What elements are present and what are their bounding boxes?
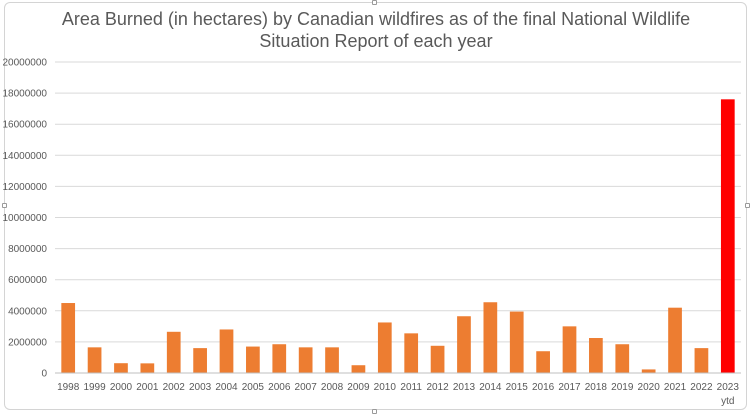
x-tick-label: 1998	[57, 382, 80, 393]
x-tick-label: 2020	[638, 382, 661, 393]
x-tick-label: 2014	[479, 382, 502, 393]
y-tick-label: 20000000	[3, 58, 48, 69]
bar-2013	[457, 316, 471, 373]
x-tick-label: 2013	[453, 382, 476, 393]
y-tick-label: 6000000	[8, 275, 47, 286]
y-tick-label: 16000000	[3, 120, 48, 131]
resize-handle-bottom[interactable]	[372, 409, 377, 414]
bar-2016	[536, 351, 550, 373]
x-axis-ticks: 1998 1999 2000 2001 2002 2003 2004 2005 2006 2007…	[57, 382, 739, 407]
bar-2012	[430, 345, 445, 373]
bar-2004	[219, 329, 234, 373]
x-tick-label: 2005	[242, 382, 265, 393]
x-tick-sublabel: ytd	[721, 396, 734, 407]
x-tick-label: 2006	[268, 382, 291, 393]
x-tick-label: 2017	[558, 382, 581, 393]
x-tick-label: 2004	[215, 382, 238, 393]
bar-2006	[272, 344, 287, 373]
y-tick-label: 10000000	[3, 213, 48, 224]
x-tick-label: 2019	[611, 382, 634, 393]
y-tick-label: 8000000	[8, 244, 47, 255]
x-tick-label: 2009	[347, 382, 370, 393]
bar-2019	[615, 344, 630, 373]
x-tick-label: 2021	[664, 382, 687, 393]
resize-handle-top[interactable]	[372, 0, 377, 5]
x-tick-label: 2011	[400, 382, 422, 393]
bar-2021	[668, 307, 682, 373]
x-tick-label: 2010	[374, 382, 397, 393]
resize-handle-right[interactable]	[745, 203, 750, 208]
x-tick-label: 2015	[506, 382, 529, 393]
x-tick-label: 2007	[295, 382, 318, 393]
bar-2010	[377, 322, 392, 373]
chart-title: Area Burned (in hectares) by Canadian wi…	[40, 8, 712, 52]
x-tick-label: 2003	[189, 382, 212, 393]
x-tick-label: 2002	[163, 382, 186, 393]
bar-2014	[483, 302, 498, 373]
bar-2017	[562, 326, 577, 373]
bar-2018	[589, 338, 603, 373]
chart-title-line-1: Area Burned (in hectares) by Canadian wi…	[61, 9, 691, 29]
bar-2000	[114, 363, 128, 373]
bar-2015	[509, 311, 524, 373]
bars	[61, 99, 735, 373]
bar-1998	[61, 303, 76, 373]
x-tick-label: 2008	[321, 382, 344, 393]
y-tick-label: 18000000	[3, 89, 48, 100]
bar-2005	[246, 346, 260, 373]
x-tick-label: 2001	[136, 382, 159, 393]
y-tick-label: 4000000	[8, 306, 47, 317]
bar-2002	[166, 331, 181, 373]
y-tick-label: 0	[41, 369, 47, 380]
bar-2020	[641, 369, 656, 373]
x-tick-label: 2022	[690, 382, 713, 393]
bar-2022	[694, 348, 709, 373]
bar-2008	[325, 347, 339, 373]
y-tick-label: 14000000	[3, 151, 48, 162]
x-tick-label: 2023	[717, 382, 740, 393]
bar-2001	[140, 363, 155, 373]
bar-2023	[720, 99, 735, 373]
bar-2007	[298, 347, 313, 373]
gridlines	[55, 61, 741, 343]
x-tick-label: 2012	[426, 382, 449, 393]
bar-1999	[87, 347, 102, 373]
x-tick-label: 2016	[532, 382, 555, 393]
x-tick-label: 1999	[83, 382, 106, 393]
y-tick-label: 2000000	[8, 337, 47, 348]
x-tick-label: 2018	[585, 382, 608, 393]
x-tick-label: 2000	[110, 382, 133, 393]
bar-2011	[404, 333, 419, 373]
bar-2009	[351, 365, 366, 373]
bar-2003	[193, 348, 207, 373]
chart-title-line-2: Situation Report of each year	[259, 31, 493, 51]
y-axis-ticks: 0 2000000 4000000 6000000 8000000 10000000 120…	[3, 58, 48, 380]
y-tick-label: 12000000	[3, 182, 48, 193]
resize-handle-left[interactable]	[2, 203, 7, 208]
